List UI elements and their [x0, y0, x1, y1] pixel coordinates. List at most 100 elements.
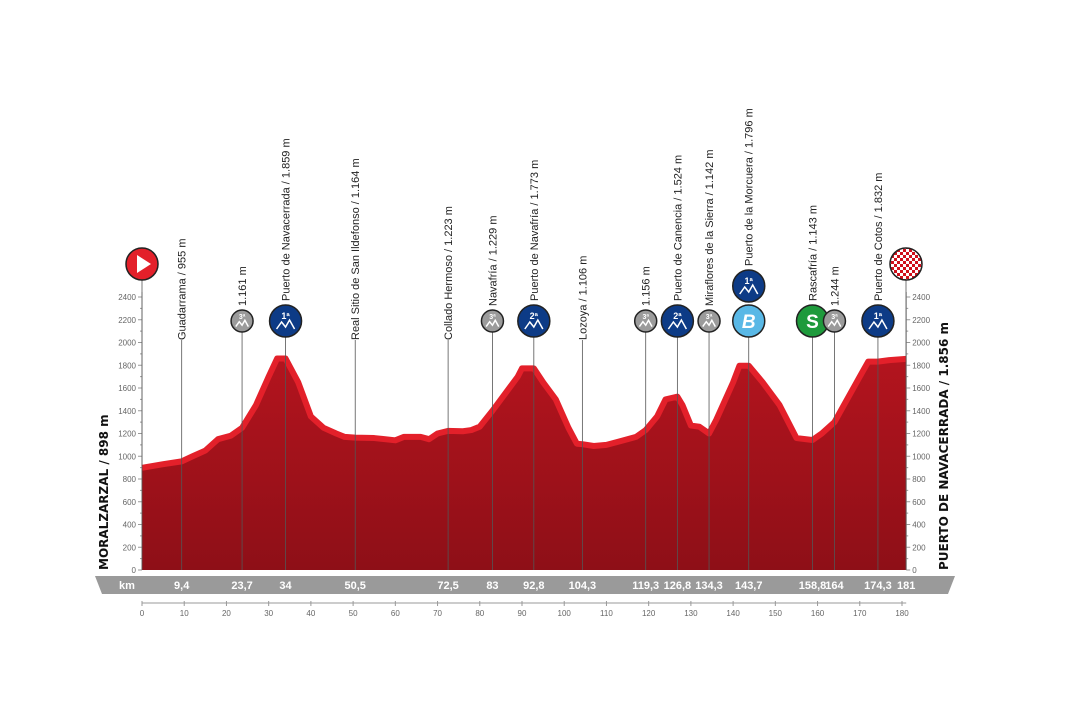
- finish-town-label: PUERTO DE NAVACERRADA / 1.856 m: [937, 322, 951, 570]
- waypoint-label: 1.156 m: [641, 266, 653, 306]
- x-tick-label: 10: [180, 609, 189, 618]
- right-y-tick-label: 2000: [912, 339, 930, 348]
- waypoint-label: Real Sitio de San Ildefonso / 1.164 m: [350, 158, 362, 340]
- waypoint-km-label: 9,4: [174, 580, 190, 592]
- cat1-climb-icon: [660, 304, 695, 338]
- cat1-icon-text: 2ª: [530, 311, 539, 321]
- cat1-icon-text: 1ª: [874, 311, 883, 321]
- cat3-icon-text: 3ª: [239, 314, 246, 321]
- x-tick-label: 30: [264, 609, 273, 618]
- x-tick-label: 120: [642, 609, 656, 618]
- waypoint-km-label: 174,3: [864, 580, 892, 592]
- left-y-tick-label: 2000: [118, 339, 136, 348]
- cat1-climb-icon: [268, 304, 303, 338]
- left-y-tick-label: 200: [123, 543, 137, 552]
- x-tick-label: 140: [726, 609, 740, 618]
- waypoint-label: Puerto de Canencia / 1.524 m: [672, 155, 684, 301]
- bonus-icon-text: B: [742, 312, 756, 333]
- mountain-icon: [524, 318, 544, 330]
- bonus-climb-icon: [731, 304, 766, 338]
- x-tick-label: 70: [433, 609, 442, 618]
- left-y-tick-label: 1600: [118, 384, 136, 393]
- km-band: [95, 576, 955, 594]
- left-y-tick-label: 400: [123, 521, 137, 530]
- waypoint-km-label: 164: [825, 580, 844, 592]
- cat3-icon-text: 3ª: [706, 314, 713, 321]
- x-tick-label: 110: [600, 609, 613, 618]
- x-tick-label: 150: [769, 609, 783, 618]
- waypoint-label: Rascafría / 1.143 m: [807, 205, 819, 301]
- mountain-icon: [638, 318, 653, 328]
- waypoint-label: Collado Hermoso / 1.223 m: [443, 206, 455, 340]
- cat1-climb-icon: [517, 304, 551, 338]
- cat1-icon-text: 1ª: [745, 276, 754, 286]
- mountain-icon: [702, 318, 717, 328]
- waypoint-label: Navafría / 1.229 m: [487, 216, 499, 307]
- waypoint-label: Puerto de Navacerrada / 1.859 m: [281, 138, 293, 301]
- right-y-tick-label: 1800: [912, 361, 930, 370]
- waypoint-km-label: 181: [897, 580, 915, 592]
- right-y-tick-label: 2400: [912, 293, 930, 302]
- mountain-icon: [485, 318, 500, 328]
- right-y-tick-label: 1200: [912, 430, 930, 439]
- sprint-icon-text: S: [806, 312, 819, 333]
- left-y-tick-label: 1400: [118, 407, 136, 416]
- left-y-tick-label: 800: [123, 475, 137, 484]
- cat1-climb-icon: [731, 269, 766, 303]
- waypoint-km-label: 92,8: [523, 580, 544, 592]
- x-tick-label: 60: [391, 609, 400, 618]
- cat3-icon-text: 3ª: [642, 314, 649, 321]
- left-y-tick-label: 600: [123, 498, 137, 507]
- waypoint-km-label: 83: [486, 580, 498, 592]
- right-y-tick-label: 1000: [912, 452, 930, 461]
- cat1-climb-icon: [861, 304, 895, 338]
- right-y-tick-label: 200: [912, 543, 926, 552]
- left-y-tick-label: 2200: [118, 316, 136, 325]
- waypoint-km-label: 34: [279, 580, 292, 592]
- mountain-icon: [275, 318, 296, 330]
- x-tick-label: 80: [475, 609, 484, 618]
- right-y-tick-label: 1600: [912, 384, 930, 393]
- waypoint-label: 1.244 m: [829, 266, 841, 306]
- x-tick-label: 40: [306, 609, 315, 618]
- right-y-tick-label: 0: [912, 566, 917, 575]
- waypoint-km-label: 104,3: [569, 580, 597, 592]
- waypoint-km-label: 143,7: [735, 580, 763, 592]
- mountain-icon: [235, 318, 250, 328]
- right-y-tick-label: 800: [912, 475, 926, 484]
- cat3-icon-text: 3ª: [489, 314, 496, 321]
- right-y-tick-label: 400: [912, 521, 926, 530]
- waypoint-km-label: 126,8: [664, 580, 692, 592]
- elevation-profile-edge: [141, 355, 907, 471]
- right-y-tick-label: 600: [912, 498, 926, 507]
- left-y-tick-label: 1800: [118, 361, 136, 370]
- cat1-icon-text: 2ª: [673, 311, 682, 321]
- cat3-icon-text: 3ª: [831, 314, 838, 321]
- x-tick-label: 50: [349, 609, 358, 618]
- right-y-tick-label: 2200: [912, 316, 930, 325]
- waypoint-label: 1.161 m: [237, 266, 249, 306]
- right-y-tick-label: 1400: [912, 407, 930, 416]
- x-tick-label: 180: [895, 609, 909, 618]
- mountain-icon: [739, 283, 759, 295]
- waypoint-km-label: 134,3: [695, 580, 723, 592]
- x-tick-label: 130: [684, 609, 698, 618]
- left-y-tick-label: 2400: [118, 293, 136, 302]
- left-y-tick-label: 1200: [118, 430, 136, 439]
- left-y-tick-label: 1000: [118, 452, 136, 461]
- x-tick-label: 170: [853, 609, 867, 618]
- mountain-icon: [827, 318, 842, 328]
- x-tick-label: 0: [140, 609, 145, 618]
- mountain-icon: [868, 318, 888, 330]
- waypoint-label: Miraflores de la Sierra / 1.142 m: [704, 149, 716, 306]
- finish-flag-icon: [889, 247, 923, 281]
- waypoint-km-label: 119,3: [632, 580, 659, 592]
- x-tick-label: 160: [811, 609, 825, 618]
- start-town-label: MORALZARZAL / 898 m: [97, 414, 111, 570]
- elevation-profile-area: [142, 358, 907, 570]
- mountain-icon: [667, 318, 688, 330]
- waypoint-label: Puerto de Cotos / 1.832 m: [873, 173, 885, 301]
- left-y-tick-label: 0: [132, 566, 137, 575]
- play-icon: [137, 255, 151, 273]
